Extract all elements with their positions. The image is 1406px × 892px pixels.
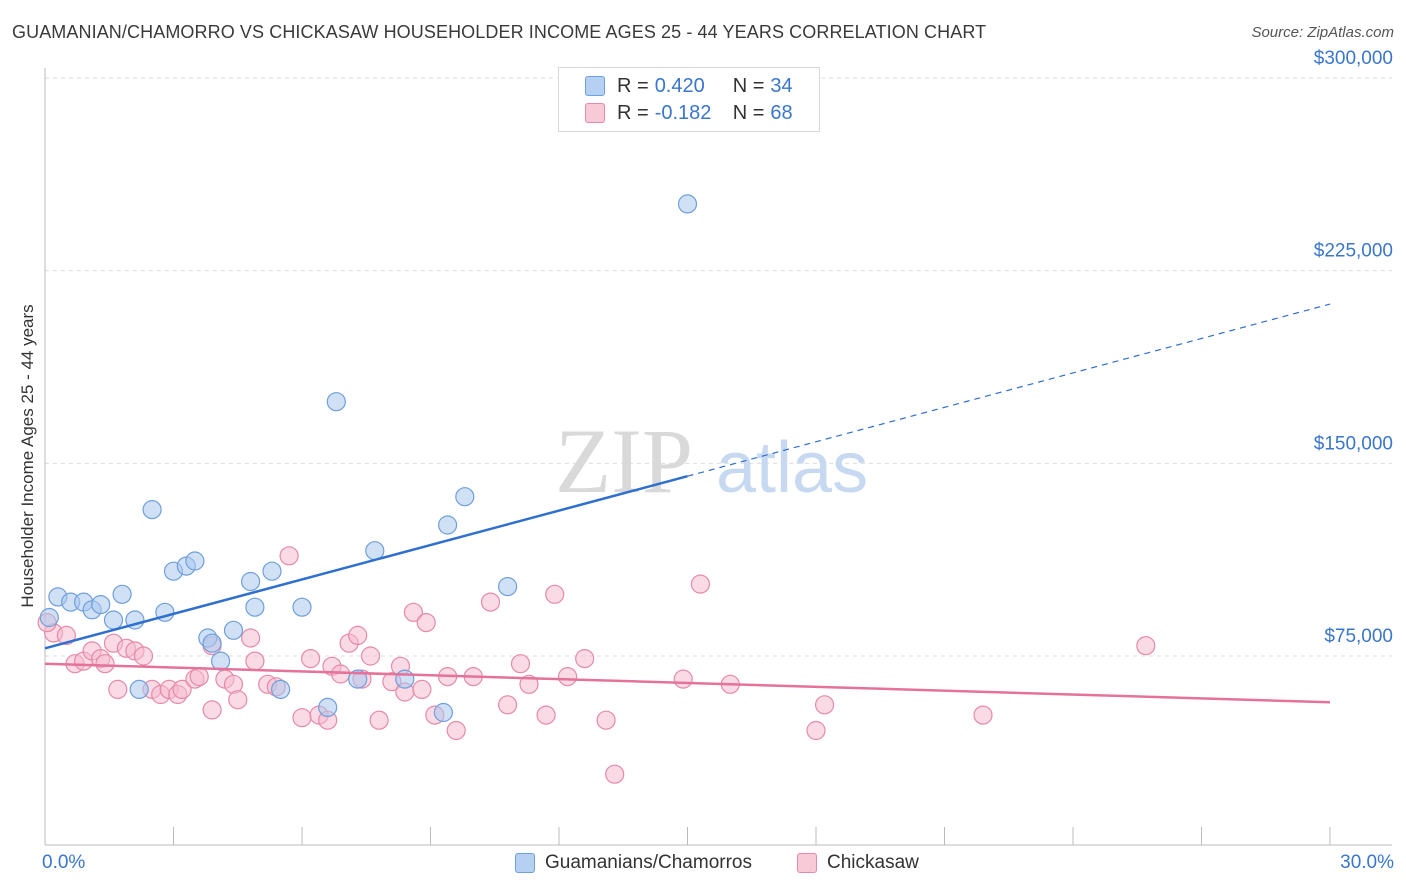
chickasaw-point	[133, 646, 154, 666]
legend-n-value: 68	[770, 101, 793, 124]
chickasaw-point	[241, 628, 261, 648]
chickasaw-point	[403, 602, 423, 622]
source-label: Source: ZipAtlas.com	[1251, 24, 1394, 41]
chickasaw-point	[292, 708, 312, 728]
chickasaw-point	[557, 666, 578, 687]
legend-r-label: R =	[617, 74, 649, 97]
guamanian-point	[129, 679, 149, 700]
chickasaw-point	[369, 710, 389, 730]
chickasaw-point	[189, 666, 209, 687]
guamanian-point	[142, 500, 162, 520]
guamanian-point	[318, 697, 338, 718]
guamanian-point	[395, 669, 415, 689]
guamanian-point	[112, 584, 132, 604]
chickasaw-point	[545, 584, 565, 604]
legend-n-label: N =	[732, 101, 765, 124]
guamanian-point	[262, 561, 282, 581]
chickasaw-point	[279, 546, 299, 566]
legend-r-label: R =	[617, 101, 649, 124]
chickasaw-point	[412, 679, 432, 700]
guamanian-point	[455, 487, 475, 507]
chickasaw-point	[605, 764, 625, 784]
chickasaw-trend-line	[44, 662, 1331, 704]
chickasaw-point	[348, 625, 368, 646]
series-swatch-pink	[797, 853, 817, 873]
chickasaw-point	[245, 651, 265, 671]
chickasaw-point	[360, 646, 381, 666]
guamanian-point	[498, 576, 518, 597]
chickasaw-point	[673, 669, 693, 689]
guamanian-point	[438, 515, 458, 535]
chart-title: GUAMANIAN/CHAMORRO VS CHICKASAW HOUSEHOL…	[12, 22, 987, 42]
guamanian-trend-line	[44, 474, 688, 650]
guamanian-point	[103, 610, 124, 630]
guamanian-trend-extension	[687, 303, 1331, 477]
y-axis-label: Householder Income Ages 25 - 44 years	[18, 304, 37, 608]
x-tick-label-max: 30.0%	[1340, 852, 1394, 873]
chickasaw-point	[301, 648, 321, 669]
chickasaw-point	[498, 695, 518, 715]
series-legend-guamanian: Guamanians/Chamorros	[515, 852, 752, 874]
chickasaw-point	[228, 690, 248, 710]
chickasaw-point	[1136, 636, 1156, 656]
series-legend-label: Chickasaw	[827, 852, 919, 873]
legend-row-chickasaw: R = -0.182 N = 68	[585, 101, 793, 125]
legend-r-value: 0.420	[654, 74, 705, 97]
guamanian-point	[241, 571, 261, 592]
guamanian-point	[202, 633, 222, 653]
y-tick-label: $75,000	[1324, 626, 1393, 647]
series-legend-label: Guamanians/Chamorros	[545, 852, 752, 873]
legend-n-label: N =	[732, 74, 765, 97]
series-legend: Guamanians/Chamorros Chickasaw	[0, 852, 1406, 876]
chickasaw-point	[95, 654, 115, 674]
watermark-atlas: atlas	[716, 428, 868, 508]
guamanian-point	[223, 620, 244, 640]
watermark-zip: ZIP	[555, 410, 693, 512]
y-tick-label: $225,000	[1314, 241, 1393, 262]
guamanian-point	[91, 594, 111, 615]
chickasaw-point	[446, 720, 466, 741]
y-tick-label: $150,000	[1314, 433, 1393, 454]
legend-row-guamanian: R = 0.420 N = 34	[585, 74, 793, 98]
chickasaw-point	[806, 720, 826, 741]
chickasaw-point	[416, 612, 436, 633]
chickasaw-point	[814, 695, 835, 715]
series-legend-chickasaw: Chickasaw	[797, 852, 919, 874]
x-tick-label-min: 0.0%	[42, 852, 86, 873]
stats-legend: R = 0.420 N = 34 R = -0.182 N = 68	[558, 67, 820, 132]
guamanian-point	[433, 702, 453, 723]
y-tick-label: $300,000	[1314, 48, 1393, 69]
legend-r-value: -0.182	[654, 101, 712, 124]
chickasaw-point	[480, 592, 501, 612]
chickasaw-point	[973, 705, 993, 725]
guamanian-point	[326, 392, 346, 412]
chickasaw-point	[690, 574, 711, 594]
guamanian-point	[185, 551, 205, 571]
guamanian-point	[39, 607, 59, 628]
chickasaw-point	[519, 674, 539, 694]
series-swatch-blue	[515, 853, 535, 873]
chickasaw-point	[536, 705, 556, 725]
legend-n-value: 34	[770, 74, 793, 97]
chickasaw-point	[575, 648, 595, 669]
guamanian-point	[348, 669, 368, 689]
guamanian-point	[677, 194, 698, 214]
guamanian-point	[292, 597, 312, 617]
chickasaw-point	[202, 700, 222, 720]
guamanian-point	[271, 679, 291, 700]
chickasaw-point	[596, 710, 616, 730]
chickasaw-point	[56, 625, 77, 646]
chickasaw-point	[172, 679, 192, 700]
chickasaw-point	[108, 679, 128, 700]
legend-swatch-blue	[585, 76, 605, 96]
guamanian-point	[245, 597, 265, 617]
chickasaw-point	[510, 654, 531, 674]
legend-swatch-pink	[585, 103, 605, 123]
guamanian-point	[211, 651, 231, 671]
